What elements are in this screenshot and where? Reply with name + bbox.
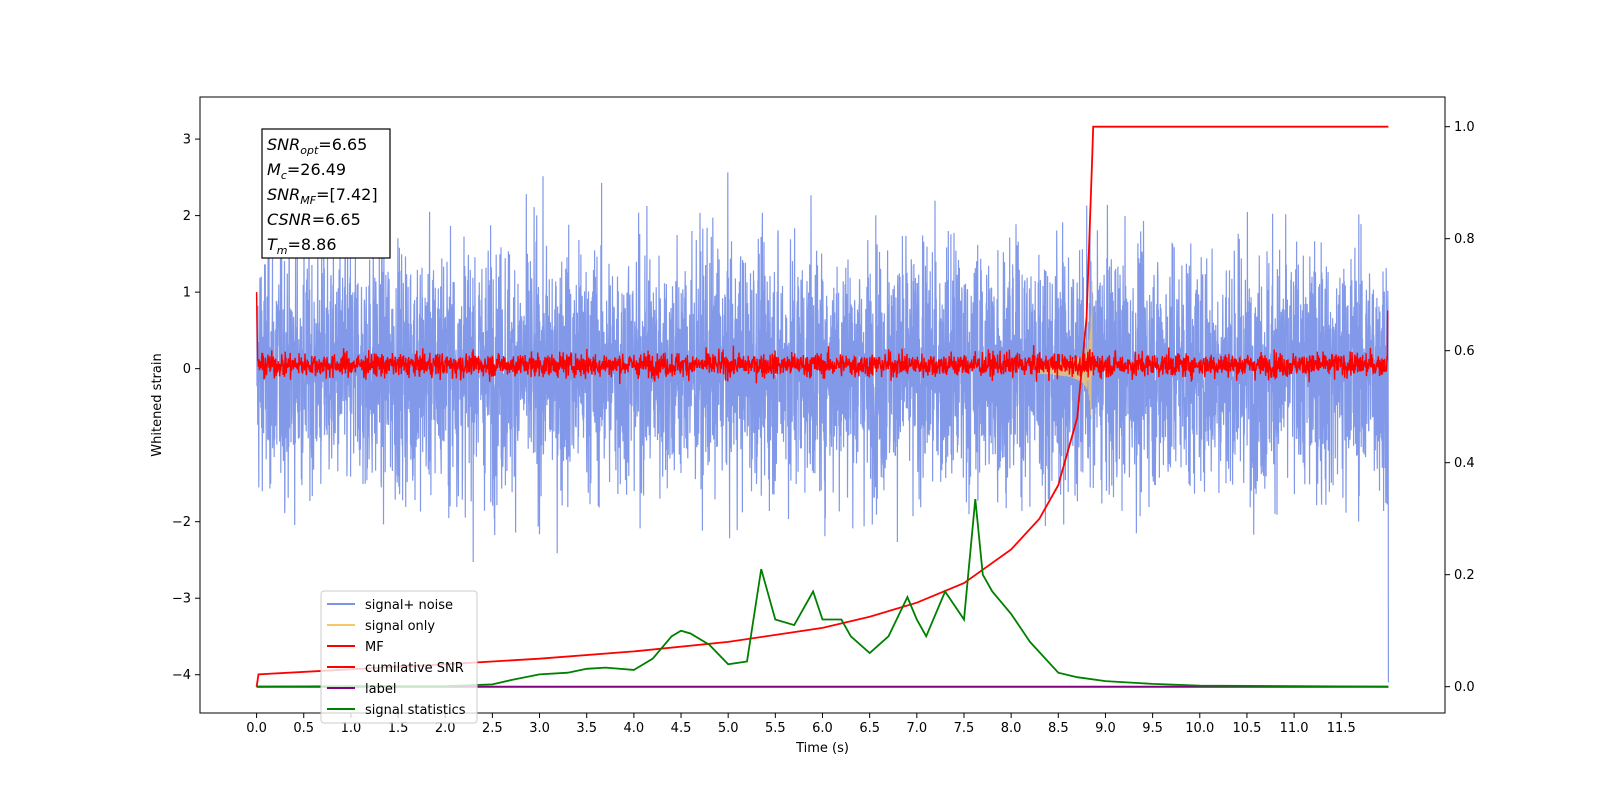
legend-frame — [320, 590, 478, 724]
y-axis-label: Whitened strain — [150, 353, 165, 456]
legend-label: cumilative SNR — [365, 661, 464, 676]
x-tick-label: 1.5 — [388, 721, 409, 736]
annotation-subscript: c — [281, 169, 287, 182]
x-tick-label: 2.5 — [482, 721, 503, 736]
x-tick-label: 8.0 — [1001, 721, 1022, 736]
annotation-value: =26.49 — [287, 160, 346, 179]
y-tick-label: 2 — [183, 209, 191, 224]
annotation-value: =8.86 — [288, 235, 337, 254]
x-tick-label: 10.0 — [1185, 721, 1214, 736]
y-tick-label: 0 — [183, 362, 191, 377]
annotation-symbol: CSNR — [267, 210, 312, 229]
annotation-subscript: MF — [300, 194, 316, 207]
y2-tick-label: 0.8 — [1454, 232, 1475, 247]
x-tick-label: 7.0 — [906, 721, 927, 736]
x-tick-label: 10.5 — [1232, 721, 1261, 736]
legend-label: signal+ noise — [365, 598, 453, 613]
annotation-lines: SNRopt=6.65Mc=26.49SNRMF=[7.42]CSNR=6.65… — [267, 135, 378, 257]
annotation-box: SNRopt=6.65Mc=26.49SNRMF=[7.42]CSNR=6.65… — [261, 128, 391, 259]
y-tick-label: 1 — [183, 286, 191, 301]
x-tick-label: 8.5 — [1048, 721, 1069, 736]
axes-layer: 0.0 0.5 1.0 1.5 2.0 2.5 3.0 3.5 4.0 4.5 5.0 5.5 6.0 6… — [172, 96, 1475, 736]
annotation-symbol: M — [267, 160, 281, 179]
y-tick-label: −2 — [172, 515, 191, 530]
x-tick-label: 5.5 — [765, 721, 786, 736]
x-tick-label: 2.0 — [435, 721, 456, 736]
x-tick-label: 9.5 — [1142, 721, 1163, 736]
x-tick-label: 4.0 — [624, 721, 645, 736]
y2-tick-label: 0.2 — [1454, 568, 1475, 583]
x-axis-label: Time (s) — [795, 741, 849, 756]
annotation-symbol: T — [267, 235, 278, 254]
annotation-symbol: SNR — [267, 185, 300, 204]
x-tick-label: 0.0 — [246, 721, 267, 736]
legend-items: signal+ noise signal only MF cumilative SNR… — [327, 598, 466, 718]
x-tick-label: 11.5 — [1327, 721, 1356, 736]
y2-tick-label: 0.6 — [1454, 344, 1475, 359]
legend: signal+ noise signal only MF cumilative SNR… — [320, 590, 478, 724]
annotation-symbol: SNR — [267, 135, 300, 154]
y2-tick-label: 0.0 — [1454, 680, 1475, 695]
x-tick-label: 6.0 — [812, 721, 833, 736]
annotation-line: Tm=8.86 — [267, 235, 337, 257]
annotation-value: =6.65 — [312, 210, 361, 229]
x-tick-label: 5.0 — [718, 721, 739, 736]
x-tick-label: 4.5 — [671, 721, 692, 736]
y2-tick-label: 1.0 — [1454, 120, 1475, 135]
annotation-frame — [261, 128, 391, 259]
x-tick-label: 7.5 — [954, 721, 975, 736]
series-mf — [255, 292, 1389, 385]
x-tick-label: 3.5 — [576, 721, 597, 736]
annotation-subscript: opt — [300, 144, 319, 157]
x-tick-label: 9.0 — [1095, 721, 1116, 736]
legend-label: signal statistics — [365, 703, 466, 718]
annotation-line: SNRopt=6.65 — [267, 135, 367, 157]
legend-label: label — [365, 682, 396, 697]
series-signal-noise — [256, 172, 1389, 683]
y-tick-label: −3 — [172, 592, 191, 607]
annotation-value: =[7.42] — [316, 185, 378, 204]
y-tick-label: 3 — [183, 133, 191, 148]
annotation-subscript: m — [277, 244, 288, 257]
x-tick-label: 0.5 — [293, 721, 314, 736]
y-tick-label: −4 — [172, 668, 191, 683]
x-tick-label: 3.0 — [529, 721, 550, 736]
y2-tick-label: 0.4 — [1454, 456, 1475, 471]
x-tick-label: 1.0 — [341, 721, 362, 736]
annotation-line: CSNR=6.65 — [267, 210, 361, 229]
annotation-line: SNRMF=[7.42] — [267, 185, 378, 207]
x-tick-label: 11.0 — [1280, 721, 1309, 736]
annotation-line: Mc=26.49 — [267, 160, 346, 182]
legend-label: signal only — [365, 619, 435, 634]
x-tick-label: 6.5 — [859, 721, 880, 736]
legend-label: MF — [365, 640, 384, 655]
series-signal-statistics — [256, 499, 1389, 688]
annotation-value: =6.65 — [318, 135, 367, 154]
